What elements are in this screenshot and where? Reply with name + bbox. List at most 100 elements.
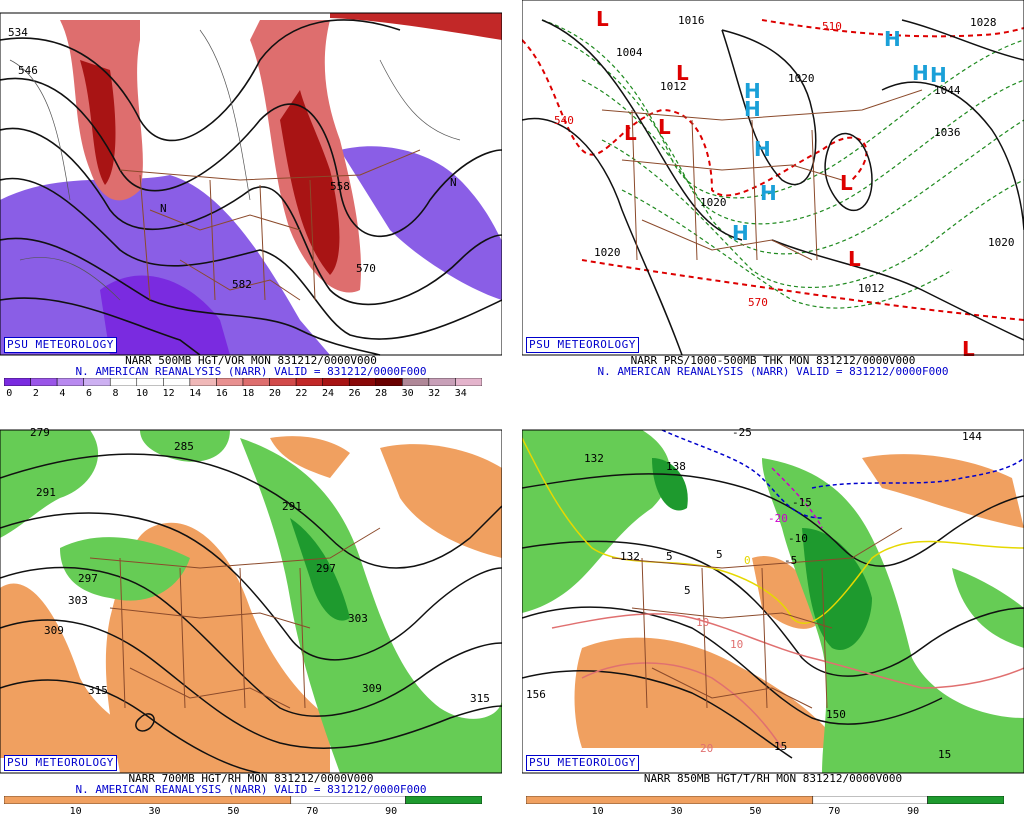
contour-label: 309	[362, 682, 382, 695]
isotherm-label: 20	[700, 742, 713, 755]
psu-meteorology-badge: PSU METEOROLOGY	[4, 337, 117, 353]
rh-color-scale	[526, 796, 1004, 804]
isobar-label: 1044	[934, 84, 961, 97]
negative-vorticity-core	[100, 275, 230, 355]
isotherm-label: -15	[792, 496, 812, 509]
scale-swatch	[812, 796, 928, 804]
thickness-contours-green	[541, 19, 1024, 309]
scale-tick-label: 12	[162, 388, 175, 399]
vorticity-map: 546 534 558 570 582 N N	[0, 12, 502, 356]
map-valid-time: N. AMERICAN REANALYSIS (NARR) VALID = 83…	[75, 783, 427, 796]
height-label: 156	[526, 688, 546, 701]
rh-color-scale	[4, 796, 482, 804]
scale-tick-label: 26	[348, 388, 361, 399]
isobar-label: 1012	[660, 80, 687, 93]
low-pressure-symbol: L	[624, 121, 637, 145]
scale-swatch	[136, 378, 164, 386]
scale-tick-label: 30	[401, 388, 414, 399]
scale-swatch	[290, 796, 406, 804]
scale-swatch	[163, 378, 191, 386]
scale-tick-label: 90	[907, 806, 920, 817]
isotherm-label: 0	[744, 554, 751, 567]
scale-tick-label: 34	[454, 388, 467, 399]
isobar-label: 1036	[934, 126, 961, 139]
high-pressure-symbol: H	[930, 63, 947, 87]
scale-swatch	[4, 796, 292, 804]
isotherms	[661, 429, 1024, 529]
political-borders	[89, 527, 381, 709]
height-label: 138	[666, 460, 686, 473]
scale-tick-label: 90	[385, 806, 398, 817]
rh-scale-labels: 10 30 50 70 90	[526, 806, 1004, 818]
height-contours	[0, 453, 502, 774]
scale-swatch	[30, 378, 58, 386]
scale-tick-label: 50	[749, 806, 762, 817]
height-contours	[522, 473, 1024, 759]
thickness-label: 510	[822, 20, 842, 33]
thickness-label: 570	[748, 296, 768, 309]
isotherm-label: -5	[784, 554, 797, 567]
political-borders	[611, 527, 903, 709]
low-pressure-symbol: L	[840, 171, 853, 195]
isotherm-label: 5	[666, 550, 673, 563]
map-title: NARR PRS/1000-500MB THK MON 831212/0000V…	[630, 354, 916, 367]
contour-label: 546	[18, 64, 38, 77]
contour-label: 285	[174, 440, 194, 453]
vorticity-scale-labels: 0 2 4 6 8 10 12 14 16 18 20 22 24 26 28 30 32 34	[4, 388, 482, 400]
high-pressure-symbol: H	[884, 27, 901, 51]
scale-swatch	[348, 378, 377, 386]
map-title: NARR 850MB HGT/T/RH MON 831212/0000V000	[643, 772, 903, 785]
isobar-label: 1004	[616, 46, 643, 59]
scale-swatch	[56, 378, 84, 386]
scale-tick-label: 32	[428, 388, 441, 399]
scale-swatch	[526, 796, 814, 804]
contour-label: 303	[68, 594, 88, 607]
height-label: 132	[620, 550, 640, 563]
thickness-label: 540	[554, 114, 574, 127]
scale-tick-label: 4	[59, 388, 66, 399]
isobar-label: 1020	[700, 196, 727, 209]
scale-tick-label: 18	[242, 388, 255, 399]
vorticity-minimum-label: N	[160, 202, 167, 215]
isotherm-label: 10	[696, 616, 709, 629]
isotherm-label: -25	[732, 426, 752, 439]
scale-tick-label: 22	[295, 388, 308, 399]
isotherm-label: -20	[768, 512, 788, 525]
rh700-map: 279 285 291 297 303 309 315 315 303 297 …	[0, 426, 502, 774]
contour-label: 570	[356, 262, 376, 275]
isobar-label: 1016	[678, 14, 705, 27]
map-title: NARR 700MB HGT/RH MON 831212/0000V000	[128, 772, 374, 785]
scale-tick-label: 10	[136, 388, 149, 399]
panel-850mb-temperature: 132 138 144 150 156 132 -25 -20 -15 -10 …	[522, 418, 1024, 818]
isotherm-labels: -25 -20 -15 -10 -5 0 5 5 5 10 10 15 15 2…	[666, 426, 951, 761]
isobar-label: 1020	[988, 236, 1015, 249]
scale-swatch	[242, 378, 270, 386]
vorticity-minimum-label: N	[450, 176, 457, 189]
scale-tick-label: 20	[268, 388, 281, 399]
high-pressure-symbol: H	[912, 61, 929, 85]
scale-tick-label: 70	[306, 806, 319, 817]
rh-scale-labels: 10 30 50 70 90	[4, 806, 482, 818]
scale-tick-label: 28	[375, 388, 388, 399]
low-pressure-symbol: L	[676, 61, 689, 85]
height-contours	[0, 19, 502, 356]
isobar-label: 1020	[788, 72, 815, 85]
scale-swatch	[83, 378, 111, 386]
contour-label: 279	[30, 426, 50, 439]
panel-700mb-humidity: 279 285 291 297 303 309 315 315 303 297 …	[0, 418, 502, 818]
scale-tick-label: 10	[69, 806, 82, 817]
psu-meteorology-badge: PSU METEOROLOGY	[526, 755, 639, 771]
scale-swatch	[216, 378, 244, 386]
contour-label: 309	[44, 624, 64, 637]
scale-tick-label: 2	[32, 388, 39, 399]
contour-label: 303	[348, 612, 368, 625]
low-pressure-symbol: L	[658, 115, 671, 139]
contour-label: 291	[282, 500, 302, 513]
vorticity-core-west	[80, 60, 116, 185]
contour-label: 582	[232, 278, 252, 291]
scale-swatch	[109, 378, 138, 386]
map-valid-time: N. AMERICAN REANALYSIS (NARR) VALID = 83…	[75, 365, 427, 378]
scale-tick-label: 14	[189, 388, 202, 399]
scale-swatch	[295, 378, 323, 386]
psu-meteorology-badge: PSU METEOROLOGY	[526, 337, 639, 353]
